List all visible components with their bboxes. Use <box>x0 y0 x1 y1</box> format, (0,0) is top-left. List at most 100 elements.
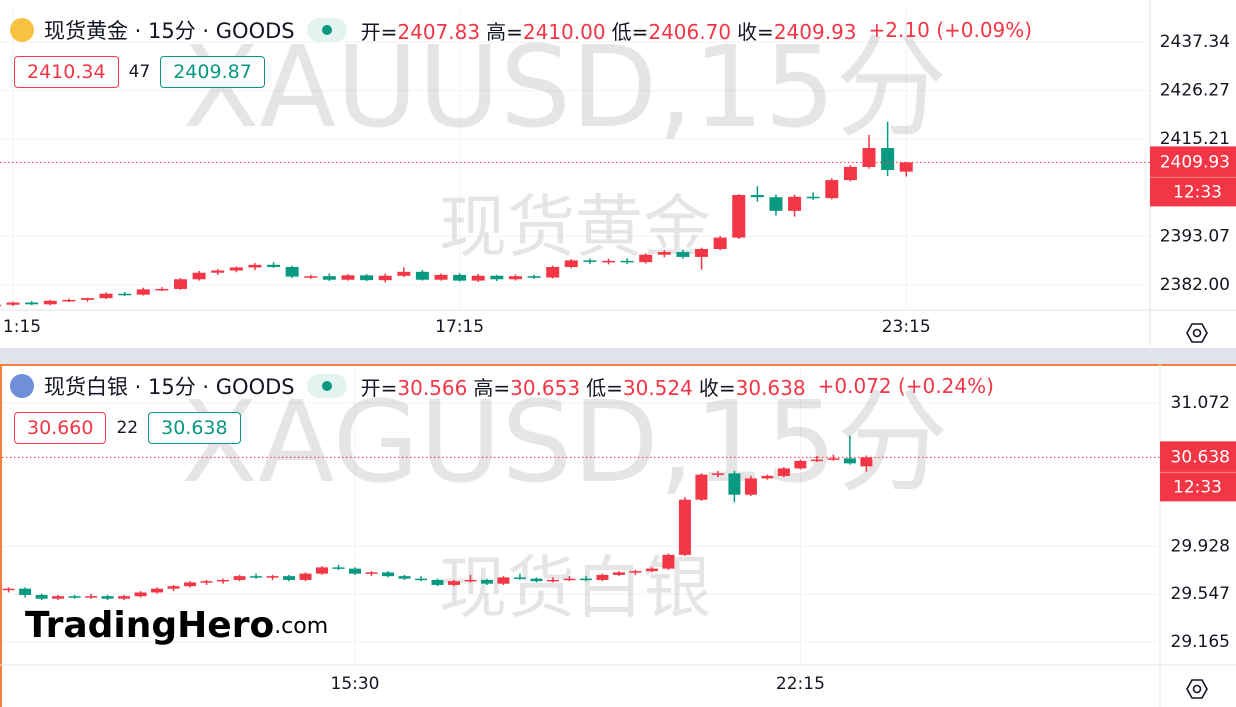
candle-body <box>101 596 114 599</box>
field-label: 高= <box>486 19 523 44</box>
candle-body <box>620 260 634 263</box>
x-tick-label: 22:15 <box>776 674 825 694</box>
symbol-title: 现货黄金 · 15分 · GOODS <box>44 19 295 43</box>
settings-icon[interactable] <box>1186 323 1208 343</box>
candle-body <box>810 459 823 462</box>
candle-body <box>151 588 164 593</box>
last-price-badge <box>1160 441 1236 502</box>
y-tick-label: 2437.34 <box>1160 32 1230 52</box>
candle-body <box>769 197 783 211</box>
field-label: 开= <box>360 19 398 44</box>
field-label: 开= <box>360 375 398 400</box>
candle-body <box>732 195 746 238</box>
ohlc-fields: 开=30.566 高=30.653 低=30.524 收=30.638 <box>355 372 806 401</box>
y-tick-label: 2426.27 <box>1160 81 1230 101</box>
field-value: 2409.93 <box>773 19 857 44</box>
candle-body <box>267 264 281 267</box>
settings-icon[interactable] <box>1186 679 1208 699</box>
candle-body <box>513 577 526 579</box>
candle-body <box>382 572 394 577</box>
candle-body <box>728 473 741 495</box>
y-tick-label: 2382.00 <box>1160 275 1230 295</box>
bar-countdown: 12:33 <box>1173 182 1222 202</box>
candle-body <box>285 266 299 277</box>
candle-body <box>713 237 727 249</box>
candle-body <box>899 162 913 172</box>
bar-countdown: 12:33 <box>1173 477 1222 497</box>
candle-body <box>184 582 197 587</box>
candle-body <box>43 300 57 305</box>
change: +0.072 (+0.24%) <box>817 374 994 398</box>
sell-button[interactable]: 2410.34 <box>14 56 119 88</box>
y-tick-label: 29.928 <box>1171 536 1230 556</box>
candle-body <box>85 596 98 598</box>
candle-body <box>229 267 243 271</box>
candle-body <box>118 596 131 599</box>
x-tick-label: 15:30 <box>331 674 380 694</box>
candle-body <box>497 577 510 584</box>
legend-header: 现货黄金 · 15分 · GOODS 开=2407.83 高=2410.00 低=2… <box>10 14 1032 46</box>
sell-button[interactable]: 30.660 <box>14 412 107 444</box>
candle-body <box>211 270 225 273</box>
candle-body <box>546 266 560 278</box>
candle-body <box>134 592 147 597</box>
candle-body <box>695 249 709 257</box>
quotes: 2410.34 47 2409.87 <box>14 56 265 88</box>
candle-body <box>332 567 345 569</box>
symbol-icon <box>10 374 34 398</box>
field-value: 30.638 <box>735 375 806 400</box>
candle-body <box>25 302 39 305</box>
candle-body <box>563 578 576 581</box>
candle-body <box>695 474 708 500</box>
candle-body <box>217 579 230 582</box>
candles <box>0 121 913 307</box>
market-status[interactable] <box>306 18 347 42</box>
candle-body <box>136 289 150 295</box>
candle-body <box>192 272 206 280</box>
pane: 2382.00 2393.07 2415.21 2426.27 2437.34 1:15 1… <box>0 0 1236 346</box>
candle-body <box>360 275 374 281</box>
buy-button[interactable]: 30.638 <box>148 412 241 444</box>
candle-body <box>777 468 790 476</box>
candle-body <box>806 196 820 199</box>
legend-header: 现货白银 · 15分 · GOODS 开=30.566 高=30.653 低=30.… <box>10 370 994 402</box>
candle-body <box>155 288 169 291</box>
y-tick-label: 2393.07 <box>1160 226 1230 246</box>
candle-body <box>645 568 658 572</box>
candle-body <box>68 596 81 598</box>
field-value: 30.566 <box>397 375 468 400</box>
candle-body <box>761 475 774 479</box>
candle-body <box>453 274 467 281</box>
candle-body <box>0 304 1 307</box>
market-status[interactable] <box>306 374 347 398</box>
candle-body <box>167 586 180 589</box>
candle-body <box>365 572 378 574</box>
candle-body <box>316 567 329 574</box>
buy-button[interactable]: 2409.87 <box>160 56 265 88</box>
candle-body <box>464 579 477 582</box>
x-tick-label: 23:15 <box>882 317 931 337</box>
candle-body <box>583 260 597 262</box>
candle-body <box>827 458 840 460</box>
last-price-label: 30.638 <box>1171 447 1230 467</box>
candle-body <box>349 568 362 574</box>
symbol-title: 现货白银 · 15分 · GOODS <box>44 375 295 399</box>
candle-body <box>397 271 411 276</box>
candle-body <box>248 264 262 268</box>
active-pane-border <box>0 364 2 707</box>
candle-body <box>174 279 188 289</box>
last-price-badge <box>1150 146 1236 207</box>
x-tick-label: 1:15 <box>3 317 41 337</box>
quotes: 30.660 22 30.638 <box>14 412 241 444</box>
field-label: 低= <box>611 19 649 44</box>
spread: 22 <box>116 418 139 438</box>
candle-body <box>612 572 625 575</box>
candle-body <box>678 499 691 555</box>
y-tick-label: 2415.21 <box>1160 129 1230 149</box>
candle-body <box>794 460 807 469</box>
symbol-icon <box>10 18 34 42</box>
y-tick-label: 29.165 <box>1171 632 1230 652</box>
candle-body <box>471 275 485 281</box>
candle-body <box>266 576 279 578</box>
